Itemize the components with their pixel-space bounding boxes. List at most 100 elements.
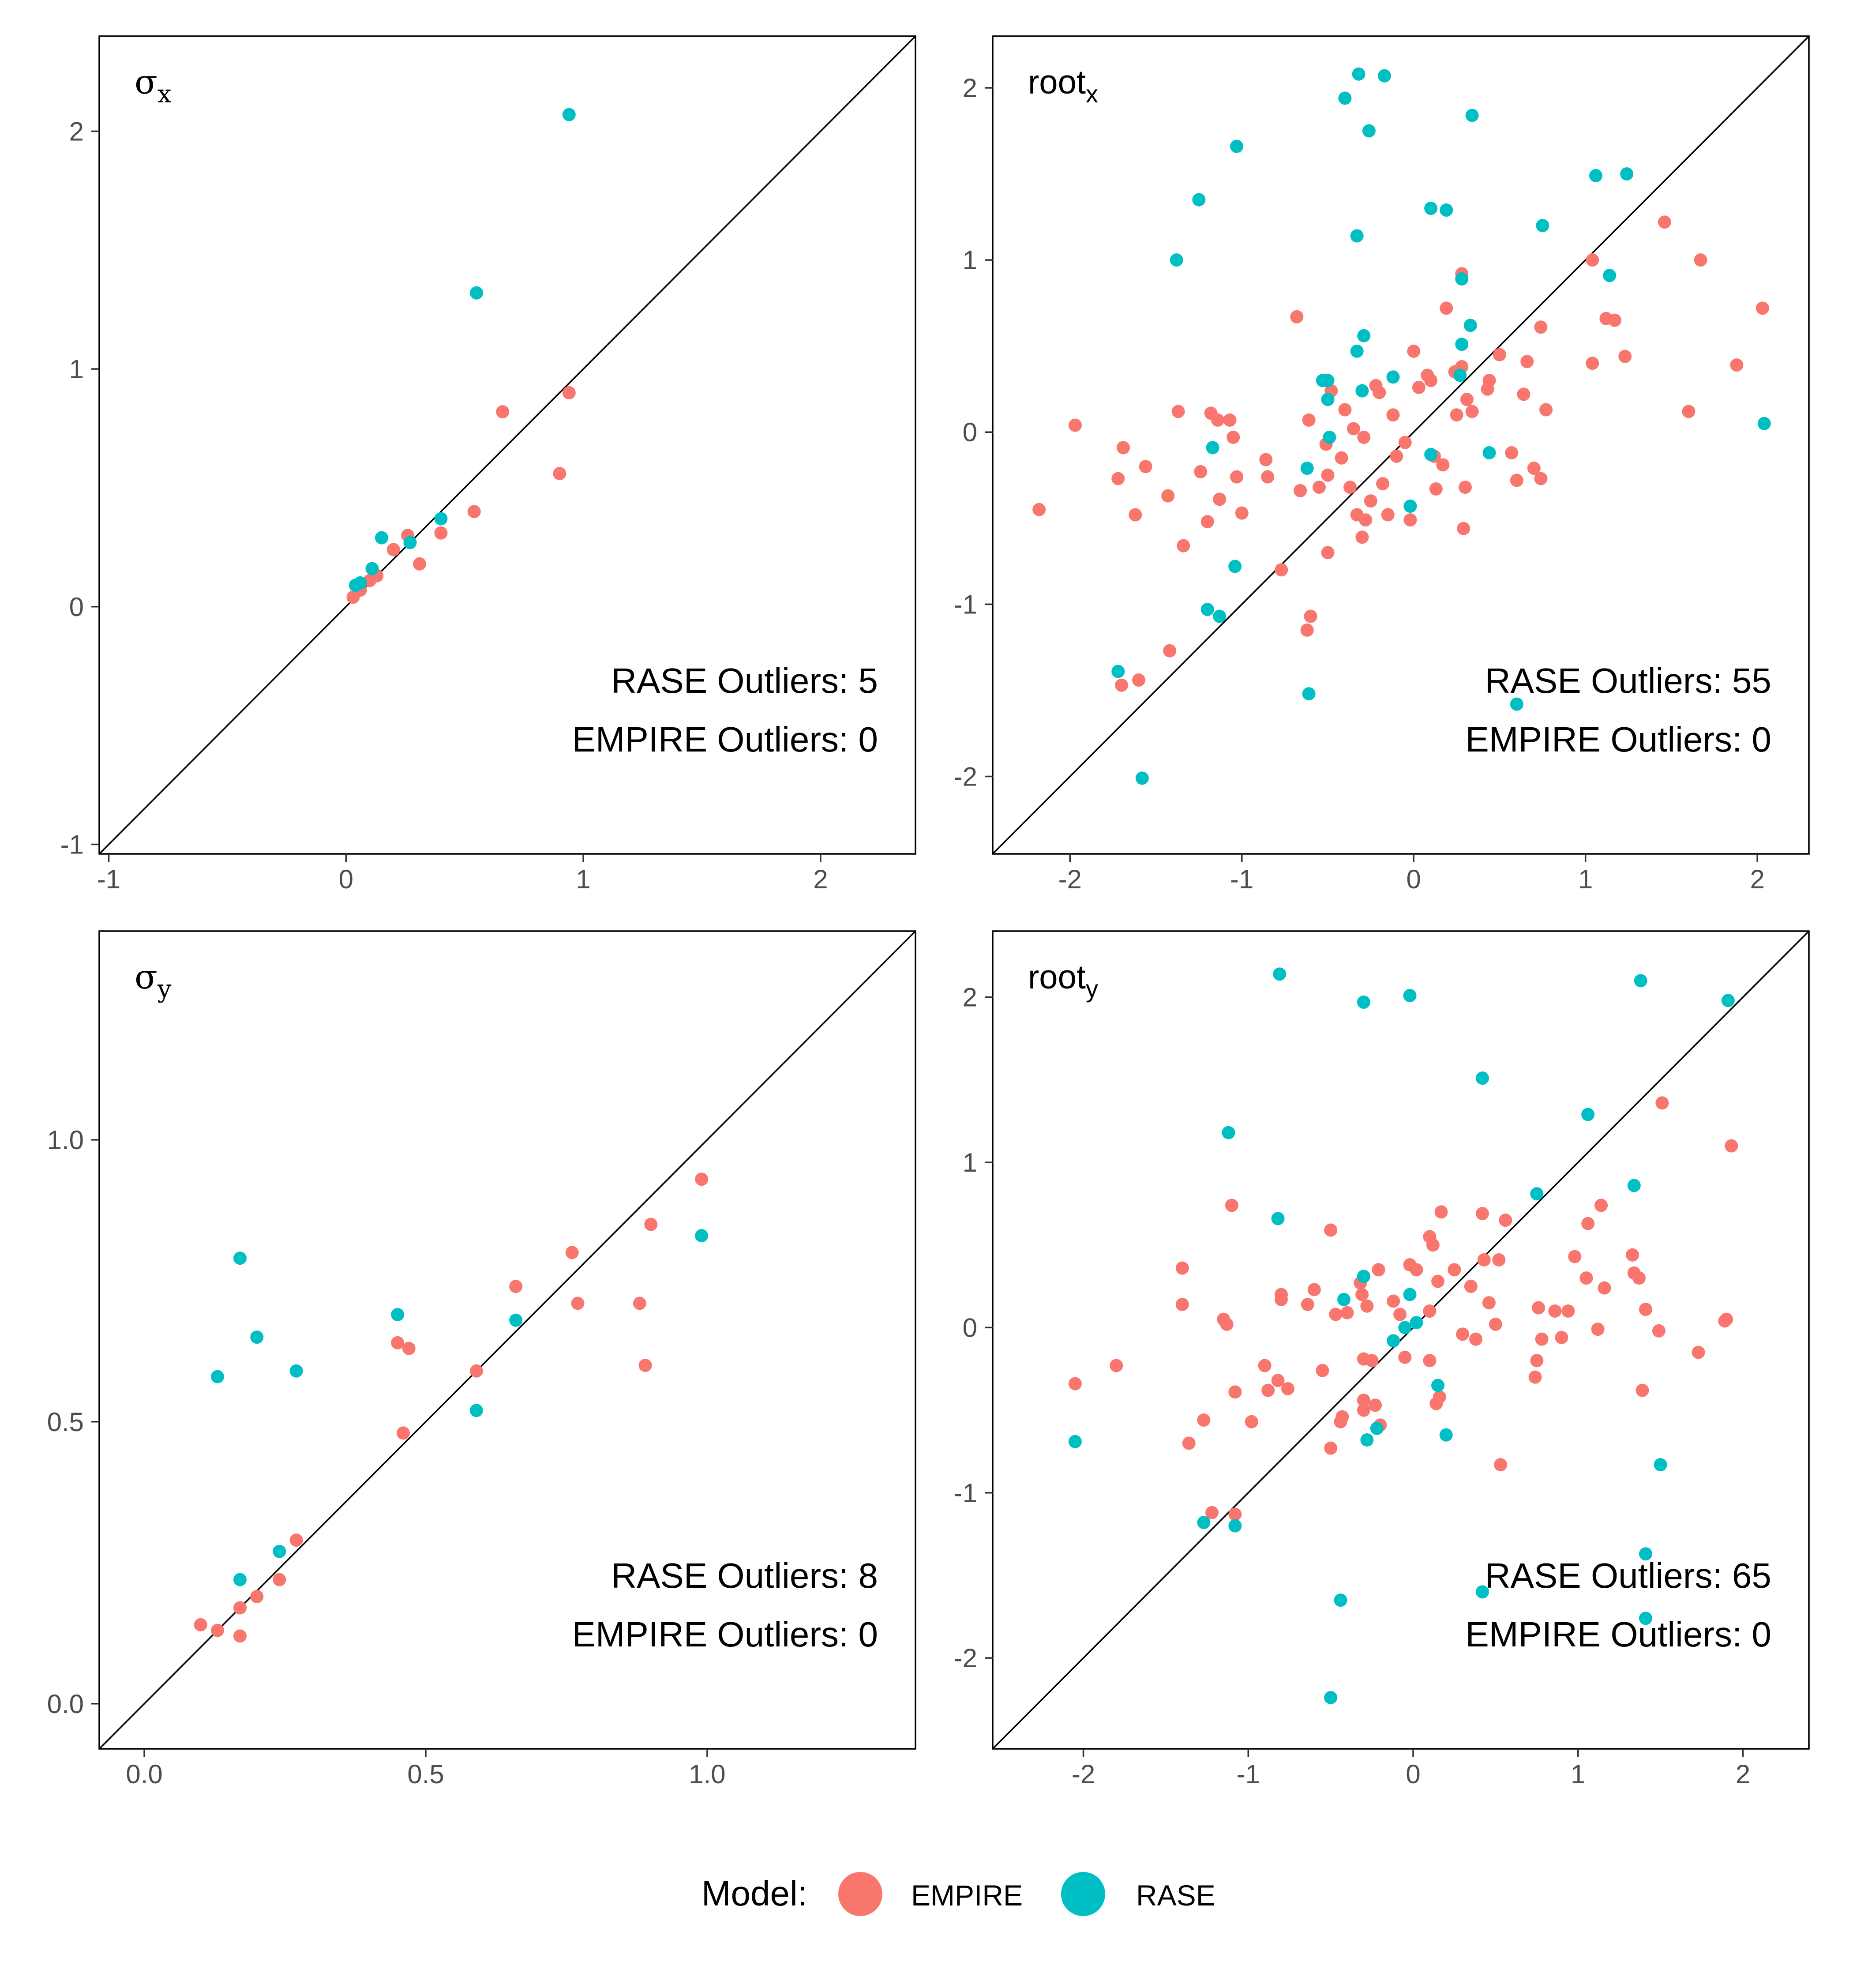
data-point: [1225, 1199, 1238, 1212]
data-point: [1482, 446, 1496, 460]
data-point: [1373, 386, 1386, 399]
data-point: [1581, 1108, 1595, 1121]
series-empire: [194, 1173, 709, 1643]
x-tick-label: -1: [97, 864, 120, 894]
data-point: [233, 1573, 247, 1586]
data-point: [1489, 1317, 1502, 1331]
x-tick-label: 1: [1571, 1759, 1585, 1789]
data-point: [1410, 1316, 1423, 1330]
series-empire: [1032, 215, 1769, 692]
data-point: [1555, 1330, 1568, 1344]
data-point: [1223, 413, 1237, 427]
panel-border: [98, 930, 916, 1750]
data-point: [1424, 374, 1438, 387]
data-point: [1200, 603, 1214, 616]
data-point: [1171, 405, 1185, 418]
data-point: [1132, 673, 1146, 687]
panel-label: rootx: [1028, 64, 1098, 108]
data-point: [1337, 1293, 1351, 1306]
data-point: [467, 505, 481, 519]
data-point: [1536, 219, 1549, 233]
data-point: [1682, 405, 1695, 418]
data-point: [1517, 387, 1530, 401]
outlier-annotation: RASE Outliers: 65: [1485, 1556, 1771, 1595]
data-point: [434, 512, 448, 526]
series-rase: [210, 1229, 709, 1586]
data-point: [1307, 1283, 1321, 1297]
data-point: [1436, 458, 1450, 472]
x-tick-label: 2: [1736, 1759, 1750, 1789]
panel-border: [992, 35, 1810, 855]
data-point: [1245, 1415, 1258, 1428]
data-point: [1378, 69, 1391, 83]
data-point: [1654, 1458, 1667, 1472]
data-point: [1532, 1301, 1545, 1315]
data-point: [1271, 1212, 1285, 1225]
data-point: [1431, 1379, 1445, 1392]
panel-label-main: σ: [135, 62, 158, 101]
data-point: [1527, 462, 1541, 475]
data-point: [1534, 320, 1548, 334]
data-point: [233, 1251, 247, 1265]
data-point: [1205, 1506, 1219, 1519]
data-point: [1423, 1354, 1437, 1368]
data-point: [1139, 460, 1152, 474]
data-point: [1403, 513, 1417, 527]
data-point: [1398, 436, 1412, 449]
data-point: [1175, 1298, 1189, 1312]
data-point: [250, 1330, 264, 1344]
data-point: [1324, 1223, 1338, 1237]
x-tick-label: 1.0: [689, 1759, 725, 1789]
panel-label-main: root: [1028, 64, 1086, 101]
data-point: [1365, 1354, 1379, 1368]
y-tick-label: -1: [954, 1478, 977, 1508]
panel-4: -2 -1 0 1 2 -2 -1 0 1 2 rooty RASE Outliers: 65 EMPI…: [954, 930, 1810, 1789]
data-point: [1117, 441, 1130, 455]
data-point: [1410, 1263, 1423, 1277]
data-point: [1434, 1205, 1448, 1219]
data-point: [1359, 513, 1373, 527]
data-point: [250, 1590, 264, 1603]
data-point: [571, 1297, 585, 1310]
data-point: [1357, 430, 1371, 444]
data-point: [1608, 313, 1621, 327]
data-point: [562, 108, 576, 121]
y-tick-label: 0: [69, 592, 84, 622]
data-point: [1453, 368, 1467, 382]
data-point: [1387, 1294, 1400, 1308]
data-point: [1591, 1323, 1605, 1336]
data-point: [1197, 1516, 1211, 1530]
data-point: [1403, 1288, 1417, 1301]
data-point: [1321, 374, 1335, 387]
data-point: [1220, 1317, 1234, 1331]
data-point: [1115, 678, 1129, 692]
data-point: [1721, 994, 1735, 1007]
data-point: [644, 1218, 658, 1231]
data-point: [1635, 1383, 1649, 1397]
data-point: [233, 1601, 247, 1615]
data-point: [1362, 124, 1376, 138]
y-tick-label: 1: [69, 354, 84, 384]
data-point: [1581, 1217, 1595, 1230]
data-point: [1372, 1263, 1385, 1277]
data-point: [1177, 539, 1190, 552]
y-tick-label: 1: [963, 245, 977, 275]
data-point: [1510, 474, 1523, 487]
data-point: [1477, 1253, 1491, 1266]
data-point: [1598, 1281, 1611, 1295]
data-point: [289, 1364, 303, 1378]
data-point: [1594, 1199, 1608, 1212]
y-tick-label: 0: [963, 1313, 977, 1342]
data-point: [1499, 1214, 1512, 1227]
data-point: [1469, 1332, 1483, 1346]
panel-2: -2 -1 0 1 2 -2 -1 0 1 2 rootx RASE Outliers: 55 EMPI…: [954, 35, 1810, 894]
data-point: [375, 531, 388, 545]
data-point: [1261, 470, 1275, 484]
outlier-annotation: RASE Outliers: 8: [611, 1556, 878, 1595]
data-point: [1476, 1585, 1489, 1599]
data-point: [1275, 563, 1288, 577]
data-point: [1032, 503, 1046, 516]
data-point: [1725, 1139, 1738, 1153]
data-point: [1304, 609, 1317, 623]
data-points: [346, 108, 576, 604]
